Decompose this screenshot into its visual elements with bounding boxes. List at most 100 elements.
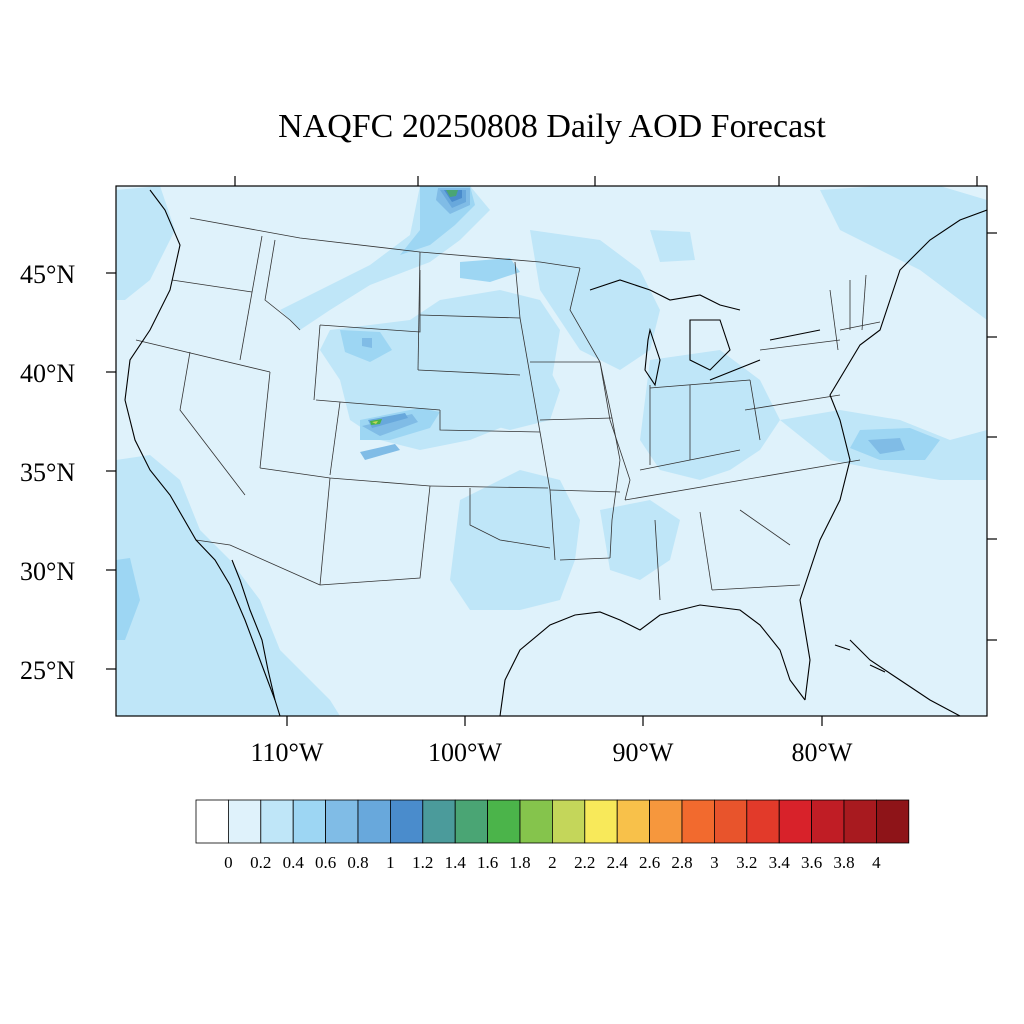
colorbar-tick-label: 0.8 [347,853,368,872]
colorbar-tick-label: 0.6 [315,853,336,872]
colorbar-tick-label: 1 [386,853,395,872]
state-line [135,339,271,373]
state-line [259,371,271,469]
colorbar-swatch [454,799,489,844]
colorbar-tick-label: 1.4 [445,853,467,872]
coastlines [124,189,987,716]
plot-frame [115,185,988,717]
aod-field [116,186,987,716]
colorbar-swatch [325,799,359,844]
colorbar-tick-label: 1.8 [509,853,530,872]
colorbar-swatch [681,799,715,844]
baja-gulf-coast [231,559,276,701]
colorbar-tick-label: 3.4 [769,853,791,872]
colorbar-swatch [519,799,553,844]
colorbar-tick-label: 0.4 [283,853,305,872]
great-lakes-superior [589,279,741,311]
map-title: NAQFC 20250808 Daily AOD Forecast [278,108,826,145]
state-line [759,339,841,351]
colorbar-swatch [357,799,391,844]
state-line [839,321,881,331]
colorbar-tick-label: 3.2 [736,853,757,872]
colorbar-swatch [227,799,262,844]
colorbar-swatch [195,799,229,844]
bahamas-island [869,664,886,673]
state-line [419,314,521,319]
state-line [599,361,631,501]
lat-label-30: 30°N [20,557,75,586]
state-line [319,477,331,586]
lat-label-25: 25°N [20,656,75,685]
state-line [711,584,801,591]
aod-level-1.4-1.6 [446,190,458,197]
colorbar-swatch [811,799,845,844]
state-line [469,488,551,549]
colorbar-swatch [422,799,456,844]
colorbar-swatch [843,799,877,844]
colorbar-swatch [876,799,910,844]
state-line [319,270,421,333]
latitude-labels: 45°N 40°N 35°N 30°N 25°N [20,260,75,685]
state-line [699,511,713,591]
state-line [539,417,613,421]
state-line [417,369,521,376]
state-line [195,539,321,586]
colorbar-tick-label: 2.6 [639,853,660,872]
bahamas-island [834,644,851,651]
state-line [429,485,549,489]
colorbar-tick-label: 2.2 [574,853,595,872]
colorbar-tick-label: 1.6 [477,853,498,872]
state-line [749,379,761,441]
colorbar-tick-label: 2.4 [607,853,629,872]
atlantic-coast [799,209,987,701]
colorbar-swatch [616,799,651,844]
colorbar-tick-label: 2.8 [671,853,692,872]
lake-michigan [644,327,661,387]
colorbar-swatch [389,799,424,844]
lake-ontario [769,329,821,341]
state-line [624,459,861,501]
longitude-labels: 110°W 100°W 90°W 80°W [251,738,853,767]
lat-label-40: 40°N [20,359,75,388]
colorbar-swatch [260,799,294,844]
state-line [649,379,751,389]
lon-label-80w: 80°W [792,738,853,767]
state-line [744,394,841,411]
lake-erie [709,359,761,381]
state-line [439,410,541,433]
colorbar-tick-label: 4 [872,853,881,872]
colorbar-tick-label: 3 [710,853,719,872]
colorbar-swatch [778,799,813,844]
state-line [861,274,867,331]
state-line [315,399,341,403]
boundary-lines [135,217,881,601]
state-line [569,267,613,419]
state-line [654,519,661,601]
state-line [559,557,611,561]
state-line [179,351,246,496]
colorbar-tick-label: 1.2 [412,853,433,872]
state-line [171,279,253,293]
aod-level-0.2-0.4 [116,186,987,716]
gulf-coast [499,604,806,716]
state-line [639,449,741,471]
state-line [609,417,621,559]
colorbar-swatch [584,799,618,844]
colorbar-swatch [649,799,683,844]
lon-label-100w: 100°W [428,738,502,767]
colorbar-tick-label: 0 [224,853,233,872]
pacific-coast [124,189,281,716]
colorbar-tick-label: 3.6 [801,853,822,872]
lat-label-45: 45°N [20,260,75,289]
tick-marks [106,176,997,726]
state-line [239,235,263,361]
caribbean-islands [849,639,961,716]
state-line [514,261,556,561]
colorbar-swatch [487,799,521,844]
lon-label-110w: 110°W [251,738,324,767]
lon-label-90w: 90°W [613,738,674,767]
state-line [829,289,839,351]
state-line [313,324,321,401]
colorbar-swatch [292,799,327,844]
